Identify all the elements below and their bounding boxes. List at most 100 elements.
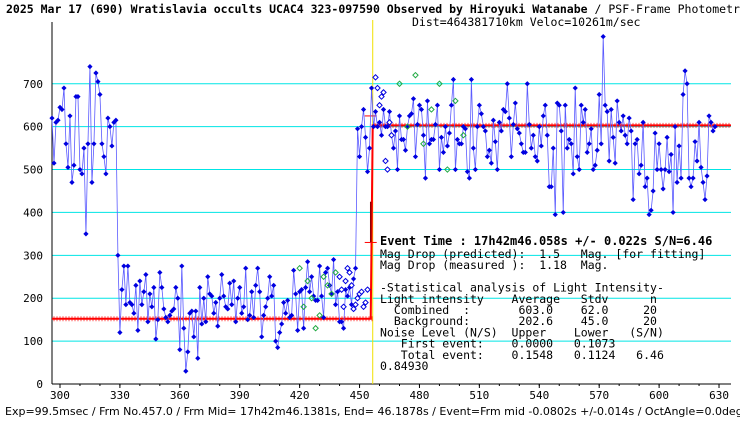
- data-point: [448, 102, 455, 108]
- chart-subtitle: Dist=464381710km Veloc=10261m/sec: [412, 15, 641, 29]
- data-point: [251, 314, 257, 321]
- data-point: [472, 166, 478, 173]
- data-point: [584, 149, 590, 155]
- data-point: [101, 154, 107, 160]
- data-point: [362, 134, 369, 140]
- event-time-text: Event Time : 17h42m46.058s +/- 0.022s S/…: [380, 234, 712, 248]
- data-point: [656, 141, 662, 147]
- data-point: [229, 302, 235, 308]
- data-point: [131, 310, 137, 316]
- data-point-green: [316, 312, 323, 319]
- data-point: [404, 124, 411, 130]
- data-point: [342, 287, 349, 293]
- footer-info: Exp=99.5msec / Frm No.457.0 / Frm Mid= 1…: [5, 405, 740, 418]
- data-point: [538, 143, 544, 149]
- data-point: [51, 160, 57, 166]
- data-point: [570, 171, 576, 177]
- data-point: [358, 124, 365, 130]
- data-point: [235, 295, 241, 301]
- data-point: [492, 139, 498, 145]
- data-point: [330, 257, 337, 263]
- data-point: [606, 158, 612, 164]
- data-point: [350, 276, 357, 282]
- data-point: [454, 136, 461, 143]
- data-point-green: [460, 131, 467, 139]
- data-point: [462, 126, 468, 132]
- data-point: [247, 312, 253, 318]
- data-point: [338, 319, 345, 325]
- data-point: [328, 291, 335, 297]
- data-point: [602, 102, 608, 108]
- data-point: [243, 265, 249, 271]
- data-point: [416, 102, 423, 108]
- data-point: [237, 284, 243, 291]
- data-point-open: [384, 166, 391, 173]
- data-point: [678, 175, 684, 181]
- annotation-line: Light intensity Average Stdv n: [380, 292, 657, 306]
- data-point: [632, 141, 638, 147]
- data-point: [241, 304, 247, 310]
- data-point: [195, 355, 201, 361]
- annotation-line: First event: 0.0000 0.1073: [380, 337, 615, 351]
- data-point-open: [346, 269, 353, 276]
- data-point-green: [304, 277, 311, 285]
- data-point: [87, 64, 93, 70]
- data-point: [119, 287, 125, 293]
- data-point: [169, 308, 175, 314]
- data-point: [259, 334, 265, 340]
- data-point: [576, 166, 582, 173]
- data-point: [83, 231, 89, 237]
- data-point: [121, 263, 127, 269]
- data-point: [376, 119, 383, 125]
- data-point: [630, 196, 636, 203]
- data-point: [253, 282, 259, 288]
- data-point: [662, 166, 668, 173]
- data-point: [518, 141, 524, 147]
- data-point: [442, 124, 449, 130]
- chart-title: 2025 Mar 17 (690) Wratislavia occults UC…: [6, 2, 740, 16]
- data-point: [564, 145, 570, 151]
- data-point: [85, 141, 91, 147]
- data-point: [65, 164, 71, 170]
- data-point: [464, 169, 470, 175]
- x-tick-label: 390: [230, 389, 250, 402]
- data-point: [285, 297, 291, 303]
- data-point: [620, 113, 626, 119]
- data-point-open: [386, 119, 393, 126]
- data-point: [590, 166, 596, 173]
- data-point: [227, 280, 233, 286]
- data-point: [534, 158, 540, 164]
- data-point: [143, 272, 149, 278]
- data-point: [77, 166, 83, 173]
- data-point: [135, 327, 141, 333]
- data-point: [179, 263, 185, 269]
- data-point: [69, 179, 75, 186]
- data-point: [676, 143, 682, 149]
- data-point: [117, 329, 123, 336]
- data-point: [684, 81, 690, 87]
- data-point: [364, 169, 371, 175]
- data-point: [311, 293, 317, 299]
- x-tick-label: 600: [649, 389, 669, 402]
- data-point: [422, 175, 429, 181]
- data-point: [706, 113, 712, 119]
- annotation-line: Noise Level (N/S) Upper Lower (S/N): [380, 325, 664, 339]
- data-point-open: [372, 74, 379, 81]
- data-point: [93, 70, 99, 76]
- data-point: [161, 306, 167, 312]
- data-point: [624, 141, 630, 147]
- data-point: [213, 299, 219, 306]
- data-point: [185, 349, 191, 355]
- y-tick-label: 200: [23, 292, 43, 305]
- data-point-green: [300, 303, 307, 311]
- data-point: [408, 111, 415, 117]
- data-point: [249, 289, 255, 295]
- data-point: [193, 308, 199, 314]
- data-point: [107, 124, 113, 130]
- data-point-green: [428, 106, 435, 113]
- data-point: [608, 106, 614, 113]
- data-point-open: [376, 101, 383, 109]
- data-point: [145, 319, 151, 325]
- data-point: [191, 334, 197, 340]
- data-point: [522, 149, 528, 155]
